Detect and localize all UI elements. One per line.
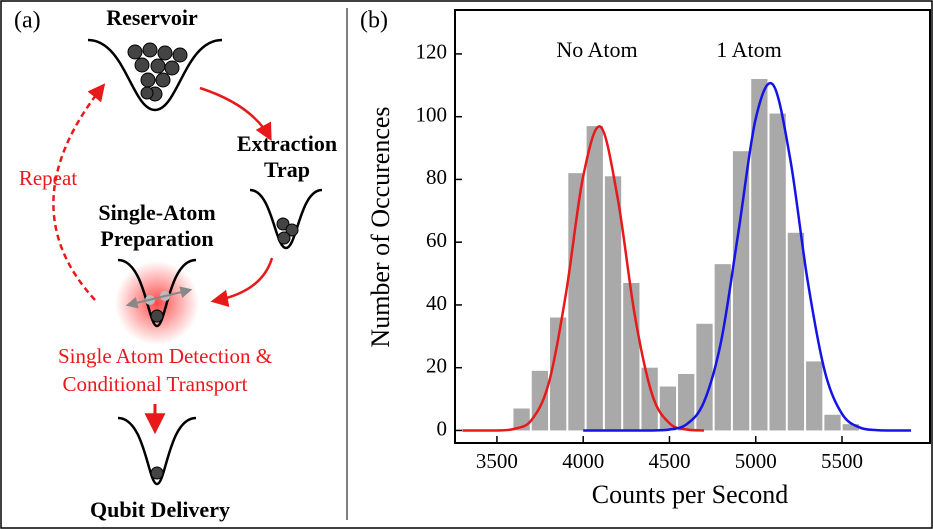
y-tick-label: 0 [437,416,448,440]
preparation-label: Single-Atom [98,200,215,225]
repeat-label: Repeat [19,166,77,190]
bar [769,113,786,431]
atom [150,309,164,323]
x-axis-label: Counts per Second [592,480,788,509]
bar [751,79,768,431]
x-tick-label: 4500 [648,449,690,473]
y-tick-label: 20 [426,354,447,378]
arrow [210,257,274,308]
bar [696,323,713,431]
fit-curve [462,125,705,432]
x-tick-label: 5000 [735,449,777,473]
plot-frame [454,9,931,444]
arrow [199,86,272,142]
panel-b: (b) Counts per Second Number of Occurenc… [360,8,931,509]
bar [842,424,859,431]
detection-label: Conditional Transport [63,372,248,396]
well [249,188,323,250]
detection-label: Single Atom Detection & [58,344,272,368]
bar [787,232,805,431]
x-tick-label: 3500 [476,449,518,473]
delivery-label: Qubit Delivery [90,497,230,522]
bar [806,361,823,431]
bar [732,151,750,431]
panel-label: (b) [360,8,388,34]
extraction-label: Trap [264,157,310,182]
bar [531,370,549,431]
x-tick-label: 4000 [562,449,604,473]
bar [714,264,731,431]
bar [623,282,640,431]
y-axis-label: Number of Occurences [366,106,395,347]
atoms [276,217,299,245]
annotation: 1 Atom [716,37,781,62]
bar [604,176,622,431]
bar [586,126,603,431]
annotation: No Atom [556,37,637,62]
y-tick-label: 40 [426,291,447,315]
atom [150,466,164,480]
motion-arrow [125,286,193,309]
well [87,38,223,112]
well [117,416,197,486]
y-tick-label: 80 [426,165,447,189]
y-tick-label: 60 [426,228,447,252]
bar [568,173,585,431]
well [117,258,197,328]
reservoir-label: Reservoir [106,5,198,30]
panel-label: (a) [14,8,41,34]
preparation-label: Preparation [100,226,213,251]
bar [824,414,841,431]
bar [678,373,695,431]
glow [115,261,199,345]
atoms [127,42,188,102]
extraction-label: Extraction [237,131,337,156]
fit-curve [583,81,912,432]
bar [550,317,567,431]
y-tick-label: 120 [416,40,448,64]
bar [641,367,658,431]
y-tick-label: 100 [416,102,448,126]
x-tick-label: 5500 [821,449,863,473]
bar [659,386,677,431]
repeat-arrow [52,83,106,301]
panel-a: (a) Reservoir Extraction Trap Single-Ato… [14,5,337,522]
